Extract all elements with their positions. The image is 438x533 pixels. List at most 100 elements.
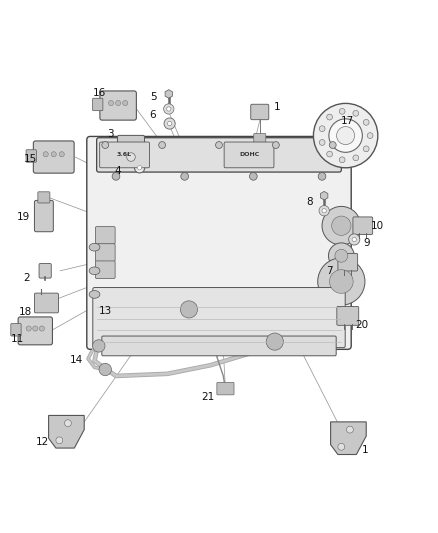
- Circle shape: [363, 146, 369, 152]
- Circle shape: [367, 133, 373, 139]
- Ellipse shape: [89, 244, 100, 251]
- Circle shape: [43, 152, 48, 157]
- Circle shape: [319, 206, 329, 216]
- FancyBboxPatch shape: [35, 293, 58, 313]
- FancyBboxPatch shape: [100, 91, 136, 120]
- Circle shape: [116, 100, 121, 106]
- FancyBboxPatch shape: [26, 150, 36, 162]
- Circle shape: [349, 234, 360, 245]
- Text: 20: 20: [355, 320, 368, 330]
- Circle shape: [339, 109, 345, 114]
- Text: 16: 16: [93, 87, 106, 98]
- Text: 7: 7: [326, 266, 333, 276]
- Circle shape: [33, 326, 38, 331]
- Circle shape: [112, 173, 120, 180]
- Circle shape: [327, 114, 332, 120]
- Circle shape: [123, 100, 128, 106]
- Circle shape: [363, 119, 369, 125]
- Circle shape: [272, 142, 279, 149]
- Circle shape: [215, 142, 223, 149]
- FancyBboxPatch shape: [95, 261, 115, 279]
- FancyBboxPatch shape: [95, 244, 115, 261]
- Text: DOHC: DOHC: [239, 152, 259, 157]
- FancyBboxPatch shape: [115, 151, 147, 163]
- Text: 8: 8: [306, 197, 312, 207]
- Text: 5: 5: [150, 92, 157, 102]
- FancyBboxPatch shape: [93, 287, 345, 348]
- Text: 19: 19: [17, 212, 30, 222]
- FancyBboxPatch shape: [35, 200, 53, 232]
- Text: 2: 2: [23, 273, 30, 283]
- Text: 4: 4: [115, 166, 121, 176]
- FancyBboxPatch shape: [97, 138, 341, 172]
- Circle shape: [327, 151, 332, 157]
- Circle shape: [338, 443, 345, 450]
- Circle shape: [332, 216, 351, 236]
- Text: 9: 9: [364, 238, 371, 248]
- Ellipse shape: [89, 290, 100, 298]
- Circle shape: [335, 249, 348, 262]
- Text: 6: 6: [149, 110, 156, 120]
- Circle shape: [250, 173, 257, 180]
- Circle shape: [159, 142, 166, 149]
- Circle shape: [329, 119, 362, 152]
- FancyBboxPatch shape: [38, 192, 50, 203]
- Text: 1: 1: [362, 445, 368, 455]
- Circle shape: [99, 364, 111, 376]
- FancyBboxPatch shape: [18, 317, 53, 345]
- Circle shape: [134, 163, 145, 173]
- Circle shape: [318, 173, 326, 180]
- Circle shape: [51, 152, 57, 157]
- Circle shape: [164, 118, 175, 129]
- Polygon shape: [49, 415, 84, 448]
- Text: 3.6L: 3.6L: [117, 152, 132, 157]
- Text: 15: 15: [24, 154, 37, 164]
- Ellipse shape: [89, 267, 100, 274]
- FancyBboxPatch shape: [11, 324, 21, 336]
- Circle shape: [346, 426, 353, 433]
- Circle shape: [314, 103, 378, 168]
- Text: 10: 10: [371, 221, 385, 231]
- Circle shape: [319, 140, 325, 146]
- Circle shape: [319, 126, 325, 132]
- FancyBboxPatch shape: [95, 227, 115, 244]
- Circle shape: [353, 110, 359, 116]
- FancyBboxPatch shape: [337, 306, 359, 325]
- Circle shape: [138, 166, 142, 170]
- Circle shape: [167, 122, 172, 126]
- Circle shape: [322, 208, 326, 213]
- FancyBboxPatch shape: [338, 253, 358, 271]
- Circle shape: [181, 173, 188, 180]
- Circle shape: [352, 237, 357, 241]
- Circle shape: [64, 420, 71, 426]
- Text: 14: 14: [70, 355, 83, 365]
- Circle shape: [339, 157, 345, 163]
- FancyBboxPatch shape: [117, 135, 145, 155]
- Polygon shape: [331, 422, 366, 455]
- Circle shape: [109, 100, 113, 106]
- Text: 18: 18: [18, 306, 32, 317]
- Circle shape: [322, 206, 360, 245]
- FancyBboxPatch shape: [254, 133, 266, 143]
- FancyBboxPatch shape: [217, 382, 234, 395]
- Circle shape: [318, 258, 365, 305]
- Circle shape: [266, 333, 283, 350]
- Circle shape: [337, 126, 355, 144]
- Circle shape: [328, 243, 354, 269]
- FancyBboxPatch shape: [102, 336, 336, 356]
- FancyBboxPatch shape: [39, 263, 51, 278]
- Text: 21: 21: [201, 392, 215, 402]
- Circle shape: [166, 107, 171, 111]
- Text: 17: 17: [341, 116, 354, 126]
- FancyBboxPatch shape: [33, 141, 74, 173]
- FancyBboxPatch shape: [100, 142, 149, 168]
- Circle shape: [92, 340, 105, 352]
- FancyBboxPatch shape: [251, 104, 269, 120]
- FancyBboxPatch shape: [353, 217, 373, 235]
- FancyBboxPatch shape: [87, 136, 351, 349]
- FancyBboxPatch shape: [224, 142, 274, 168]
- Text: 11: 11: [11, 334, 24, 344]
- Circle shape: [56, 437, 63, 444]
- Text: 13: 13: [99, 306, 112, 316]
- Circle shape: [353, 155, 359, 161]
